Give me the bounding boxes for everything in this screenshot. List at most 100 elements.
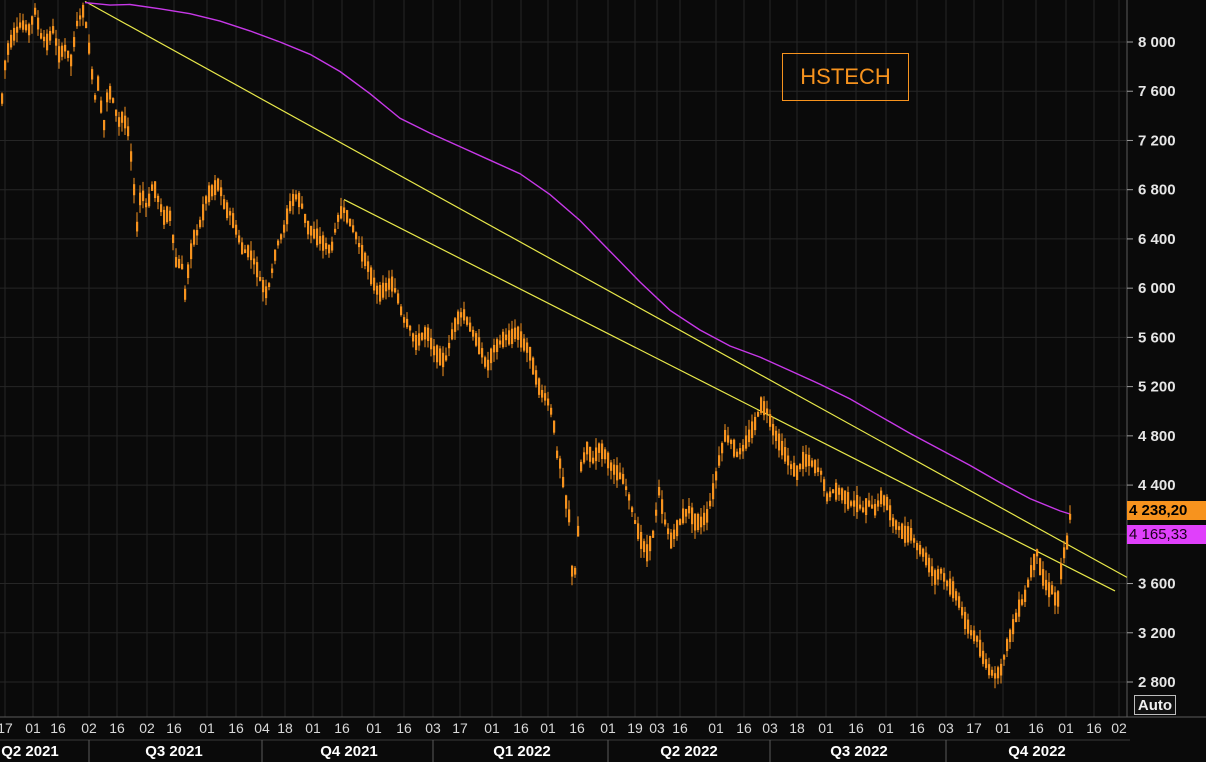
- candle-body: [541, 389, 544, 398]
- y-tick-label: 2 800: [1138, 674, 1176, 691]
- candle-body: [295, 194, 298, 200]
- x-axis: 17 01 16 02 16 02 16 01 16 04 18 01 16 01 16 03 17 01 16 01…: [0, 720, 1127, 762]
- trendline: [343, 199, 1116, 592]
- candle-body: [637, 523, 640, 540]
- x-tick-label: 16: [672, 720, 688, 736]
- grid: [0, 0, 1206, 741]
- quarter-label: Q4 2021: [320, 743, 378, 760]
- candle-body: [289, 201, 292, 212]
- candle-body: [814, 460, 817, 474]
- candle-body: [709, 500, 712, 507]
- candle-body: [874, 503, 877, 516]
- candle-body: [961, 607, 964, 616]
- candle-body: [1003, 655, 1006, 660]
- x-tick-label: 16: [513, 720, 529, 736]
- candle-body: [940, 568, 943, 574]
- candle-body: [481, 348, 484, 358]
- candle-body: [106, 92, 109, 103]
- candle-body: [610, 462, 613, 471]
- x-tick-label: 01: [484, 720, 500, 736]
- candle-body: [1045, 579, 1048, 591]
- candle-body: [880, 490, 883, 505]
- candle-body: [616, 465, 619, 481]
- candle-body: [691, 507, 694, 525]
- candle-body: [127, 126, 130, 137]
- candle-body: [367, 261, 370, 272]
- candle-body: [343, 207, 346, 213]
- candle-body: [163, 209, 166, 225]
- candle-body: [328, 244, 331, 254]
- candle-body: [967, 619, 970, 634]
- candle-body: [667, 528, 670, 535]
- candle-body: [1057, 591, 1060, 607]
- candle-body: [850, 501, 853, 506]
- candle-body: [112, 98, 115, 103]
- x-tick-label: 16: [736, 720, 752, 736]
- quarter-label: Q4 2022: [1008, 743, 1066, 760]
- candle-body: [1000, 663, 1003, 676]
- candle-body: [211, 185, 214, 197]
- candle-body: [280, 234, 283, 240]
- candle-body: [460, 312, 463, 318]
- candle-body: [775, 430, 778, 441]
- candle-body: [556, 450, 559, 458]
- candle-body: [1018, 599, 1021, 617]
- candle-body: [991, 669, 994, 676]
- candle-body: [964, 611, 967, 630]
- candle-body: [1051, 585, 1054, 595]
- candle-body: [646, 544, 649, 562]
- candle-body: [679, 519, 682, 525]
- candle-body: [835, 482, 838, 500]
- candle-body: [67, 50, 70, 58]
- candle-body: [136, 221, 139, 232]
- candle-body: [721, 443, 724, 454]
- candle-body: [388, 278, 391, 290]
- candle-body: [733, 439, 736, 457]
- candle-body: [109, 86, 112, 100]
- candle-body: [379, 285, 382, 302]
- auto-scale-button[interactable]: Auto: [1134, 695, 1176, 715]
- quarter-label: Q1 2022: [493, 743, 551, 760]
- candle-body: [442, 352, 445, 368]
- candle-body: [829, 491, 832, 498]
- candle-body: [655, 509, 658, 516]
- candle-body: [508, 330, 511, 345]
- candle-body: [304, 213, 307, 223]
- candle-body: [841, 488, 844, 501]
- candle-body: [877, 500, 880, 507]
- y-tick-label: 7 200: [1138, 132, 1176, 149]
- candle-body: [40, 33, 43, 39]
- x-tick-label: 03: [762, 720, 778, 736]
- candle-body: [265, 286, 268, 299]
- candle-body: [244, 249, 247, 254]
- candle-body: [577, 525, 580, 537]
- candle-body: [976, 636, 979, 642]
- candle-body: [496, 339, 499, 353]
- candle-body: [997, 667, 1000, 679]
- candle-body: [553, 420, 556, 433]
- candle-body: [331, 241, 334, 251]
- candle-body: [739, 448, 742, 455]
- quarter-label: Q3 2022: [830, 743, 888, 760]
- candle-body: [22, 20, 25, 30]
- candle-body: [118, 117, 121, 127]
- candle-body: [493, 344, 496, 353]
- candle-body: [970, 630, 973, 636]
- candle-body: [793, 462, 796, 477]
- candle-body: [931, 566, 934, 577]
- candle-body: [1060, 563, 1063, 580]
- x-tick-label: 18: [789, 720, 805, 736]
- candle-body: [439, 348, 442, 366]
- candle-body: [799, 463, 802, 470]
- candle-body: [166, 206, 169, 223]
- candle-body: [16, 26, 19, 33]
- candle-body: [1024, 589, 1027, 602]
- candle-body: [172, 234, 175, 244]
- candle-body: [958, 596, 961, 608]
- candle-body: [457, 311, 460, 325]
- candle-body: [1042, 569, 1045, 586]
- candle-body: [613, 464, 616, 475]
- candle-body: [826, 493, 829, 502]
- candle-body: [634, 520, 637, 524]
- candle-body: [409, 325, 412, 331]
